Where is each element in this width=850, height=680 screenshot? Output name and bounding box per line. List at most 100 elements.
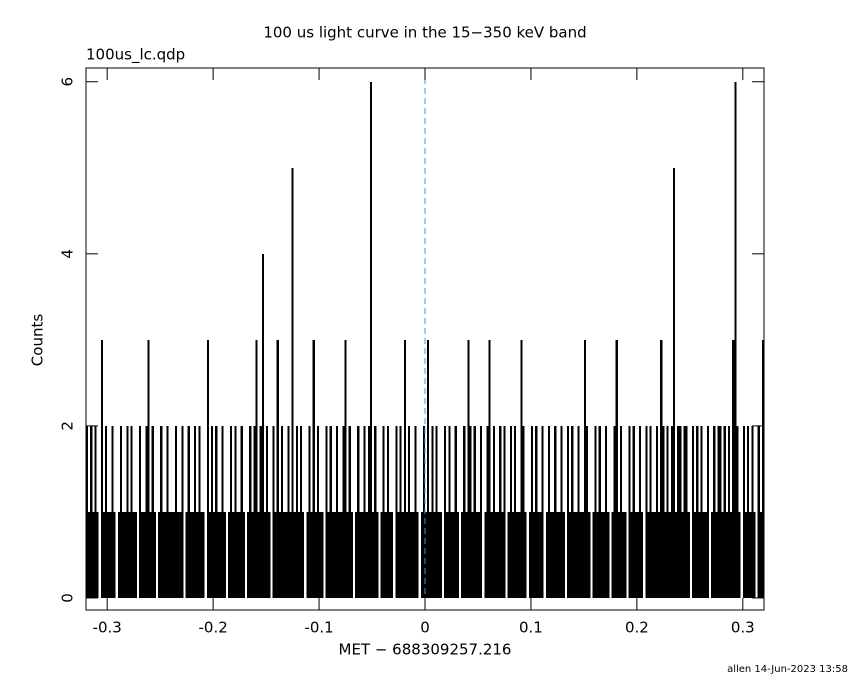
- bar: [145, 425, 148, 598]
- bar: [598, 425, 601, 598]
- bar: [285, 511, 288, 598]
- bar: [655, 425, 659, 598]
- bar: [217, 511, 220, 598]
- bar: [338, 511, 341, 598]
- bar: [395, 425, 398, 598]
- bar: [713, 425, 716, 598]
- bar: [348, 425, 351, 598]
- bar: [742, 425, 745, 598]
- bar: [168, 511, 171, 598]
- bar: [660, 339, 663, 598]
- bar: [181, 425, 184, 598]
- bar: [638, 425, 642, 598]
- bar: [702, 511, 705, 598]
- bar: [369, 81, 373, 598]
- bar: [126, 425, 129, 598]
- bar: [647, 511, 650, 598]
- bar: [107, 511, 110, 598]
- bar: [382, 425, 385, 598]
- bar: [113, 511, 116, 598]
- bar: [622, 511, 625, 598]
- bar: [704, 511, 707, 598]
- bar: [583, 339, 587, 598]
- bar: [196, 511, 199, 598]
- bar: [94, 425, 97, 598]
- bar: [321, 511, 324, 598]
- bar: [278, 511, 281, 598]
- bar: [236, 511, 239, 598]
- bar: [550, 511, 553, 598]
- y-tick-label: 2: [59, 421, 77, 431]
- bar: [185, 511, 188, 598]
- y-axis-label: Counts: [29, 314, 47, 367]
- bar: [477, 511, 481, 598]
- bar: [630, 511, 633, 598]
- bar: [566, 425, 570, 598]
- bar: [499, 425, 502, 598]
- bar: [160, 425, 163, 598]
- bar: [219, 511, 222, 598]
- bar: [653, 511, 656, 598]
- bar: [410, 511, 413, 598]
- bar: [166, 425, 169, 598]
- footer: allen 14-Jun-2023 13:58: [727, 664, 848, 675]
- bar: [448, 425, 451, 598]
- x-tick-label: 0: [420, 619, 430, 637]
- bar: [234, 425, 237, 598]
- bar: [732, 339, 735, 598]
- bar: [280, 425, 284, 598]
- bar: [399, 425, 402, 598]
- bar: [130, 425, 133, 598]
- bar: [461, 511, 464, 598]
- bar: [374, 425, 377, 598]
- bar: [662, 425, 665, 598]
- bar: [723, 425, 726, 598]
- bar: [372, 511, 375, 598]
- y-tick-label: 6: [59, 77, 77, 87]
- bar: [577, 425, 580, 598]
- bar: [138, 425, 142, 598]
- bar: [672, 167, 676, 598]
- bar: [242, 511, 245, 598]
- bar: [632, 425, 635, 598]
- bar: [730, 511, 733, 598]
- bar: [602, 511, 606, 598]
- bar: [558, 511, 561, 598]
- bar: [753, 511, 756, 598]
- bar: [759, 511, 762, 598]
- bar: [520, 339, 523, 598]
- x-tick-label: 0.1: [519, 619, 543, 637]
- bar: [403, 339, 406, 598]
- bar: [297, 511, 300, 598]
- bar: [408, 425, 411, 598]
- bar: [259, 425, 262, 598]
- bar: [605, 425, 608, 598]
- bar: [355, 511, 358, 598]
- bar: [293, 511, 296, 598]
- bar: [541, 425, 544, 598]
- bar: [636, 511, 639, 598]
- bar: [677, 425, 680, 598]
- bar: [257, 511, 260, 598]
- bar: [450, 511, 453, 598]
- bar: [189, 511, 192, 598]
- bar: [391, 511, 394, 598]
- bar: [696, 425, 699, 598]
- bar: [681, 511, 684, 598]
- bar: [174, 425, 178, 598]
- bar: [367, 425, 370, 598]
- bar: [715, 511, 718, 598]
- bar: [420, 511, 423, 598]
- bar: [109, 511, 112, 598]
- bar: [433, 511, 436, 598]
- bar: [634, 511, 637, 598]
- bar: [513, 425, 517, 598]
- bar: [221, 425, 224, 598]
- bar: [213, 511, 216, 598]
- bar: [586, 425, 589, 598]
- bar: [615, 339, 618, 598]
- bar: [357, 425, 360, 598]
- bar: [469, 425, 472, 598]
- bar: [581, 511, 584, 598]
